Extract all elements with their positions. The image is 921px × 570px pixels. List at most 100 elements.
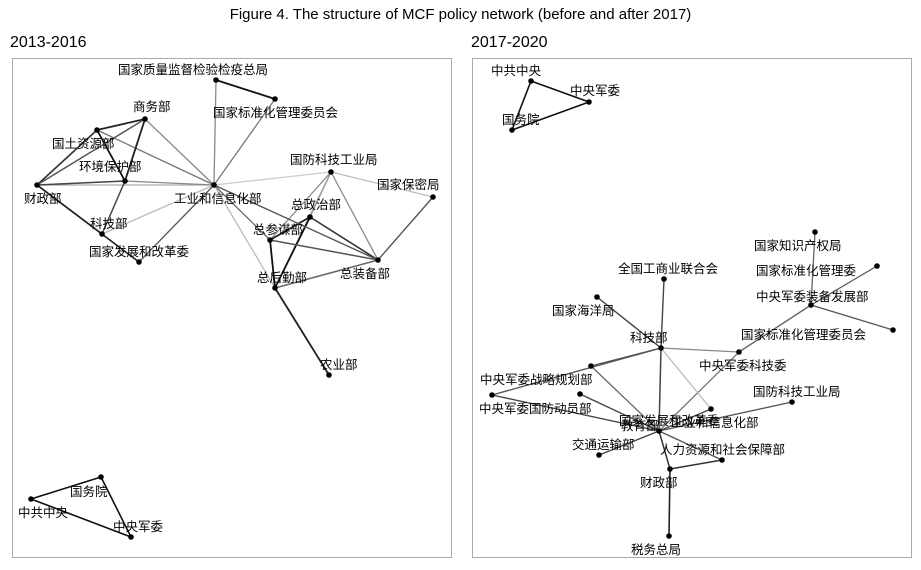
node-label-zzz: 总政治部 — [291, 197, 341, 212]
panel-title-after: 2017-2020 — [471, 34, 548, 51]
node-label-gfkj: 国防科技工业局 — [753, 384, 841, 399]
node-swb — [142, 116, 148, 122]
edge-fgw-gfkj — [658, 401, 793, 432]
node-label-bzh: 国家标准化管理委员会 — [213, 105, 339, 120]
node-bzh — [272, 96, 278, 102]
node-label-gfdy: 中央军委国防动员部 — [479, 401, 592, 416]
edge-zljj-bzh — [215, 79, 276, 100]
edge-czb-hjbh — [36, 180, 126, 186]
node-gfkj — [789, 399, 795, 405]
node-bmj — [430, 194, 436, 200]
edge-gfkj-gyxx — [213, 171, 332, 186]
edge-czb-fgw — [36, 184, 140, 263]
node-zcm — [267, 237, 273, 243]
node-jwkj — [736, 349, 742, 355]
node-label-zbfz: 中央军委装备发展部 — [756, 289, 869, 304]
node-label-zgzy: 中共中央 — [491, 63, 542, 78]
network-graph-after: 中共中央中央军委国务院国家知识产权局国家标准化管理委中央军委装备发展部国家标准化… — [479, 63, 896, 557]
edge-czb-swb — [36, 118, 146, 186]
edge-zyjw-gwy — [511, 101, 590, 131]
edge-zcm-zhq — [269, 239, 276, 289]
edge-zgzy-zyjw — [530, 80, 590, 103]
node-label-swb: 商务部 — [133, 99, 171, 114]
node-label-rlzy: 人力资源和社会保障部 — [660, 442, 785, 457]
node-zyjw — [586, 99, 592, 105]
edge-jwkj-kjb — [660, 347, 740, 353]
edge-kjb-hjbh — [101, 180, 126, 235]
before-nodes — [28, 77, 436, 540]
edge-zljj-gyxx — [213, 79, 217, 186]
node-swzj — [666, 533, 672, 539]
node-label-zhq: 总后勤部 — [257, 270, 307, 285]
node-label-hjbh: 环境保护部 — [79, 159, 142, 174]
edge-fgw-gyxx — [658, 408, 712, 432]
node-hyj — [594, 294, 600, 300]
node-label-jtys: 交通运输部 — [572, 437, 635, 452]
edge-zlgh-fgw — [590, 365, 660, 432]
edge-kjb-fgw — [658, 347, 662, 432]
edge-zzb-zhq — [274, 259, 379, 289]
after-labels: 中共中央中央军委国务院国家知识产权局国家标准化管理委中央军委装备发展部国家标准化… — [479, 63, 869, 557]
edge-fgw-czb — [658, 430, 671, 470]
node-label-jwkj: 中央军委科技委 — [699, 358, 787, 373]
edge-zzz-zcm — [269, 216, 311, 241]
node-gyxx — [211, 182, 217, 188]
node-label-bmj: 国家保密局 — [377, 177, 440, 192]
edge-czb-swzj — [668, 468, 671, 537]
node-label-gwy: 国务院 — [502, 112, 540, 127]
edge-kjb-gfdy — [491, 347, 662, 396]
panel-title-before: 2013-2016 — [10, 34, 87, 51]
network-panel-before: 国家质量监督检验检疫总局 国家标准化管理委员会 商务部 国土资源部 环境保护部 财政部 工业… — [12, 58, 452, 558]
node-zljj — [213, 77, 219, 83]
node-bzhy — [890, 327, 896, 333]
edge-gtzy-gyxx — [96, 129, 215, 186]
node-label-jyb: 教育部 — [621, 418, 659, 433]
node-label-bzhw: 国家标准化管理委 — [756, 263, 857, 278]
edge-gyxx-zzb — [213, 184, 379, 261]
edge-zcm-gyxx — [213, 184, 271, 241]
node-label-gsl: 全国工商业联合会 — [618, 261, 719, 276]
edge-zzz-zhq — [274, 216, 311, 289]
node-label-kjb: 科技部 — [630, 330, 668, 345]
node-label-gyxx: 工业和信息化部 — [671, 415, 759, 430]
edge-fgw-jyb — [579, 393, 660, 432]
edge-fgw-rlzy — [658, 430, 723, 461]
node-label-zyjw: 中央军委 — [570, 83, 621, 98]
edge-gfkj-zcm — [269, 171, 332, 241]
network-panel-after: 中共中央 中央军委 国务院 国家知识产权局 国家标准化管理委 中央军委装备发展部 国家标准化… — [472, 58, 912, 558]
node-nyb — [326, 372, 332, 378]
node-label-zljj: 国家质量监督检验检疫总局 — [118, 62, 268, 77]
edge-bzhy-zbfz — [810, 304, 894, 331]
node-zlgh — [588, 363, 594, 369]
edge-bzhw-zbfz — [810, 265, 878, 306]
edge-fgw-jtys — [598, 430, 660, 456]
node-label-zgzy: 中共中央 — [18, 505, 69, 520]
node-label-nyb: 农业部 — [320, 357, 358, 372]
edge-kjb-gyxx — [660, 347, 712, 410]
before-edges — [30, 79, 434, 538]
node-zbfz — [808, 302, 814, 308]
node-gfdy — [489, 392, 495, 398]
node-label-gwy: 国务院 — [70, 484, 108, 499]
node-label-fgw: 国家发展和改革委 — [619, 413, 720, 428]
node-bzhw — [874, 263, 880, 269]
node-zhq — [272, 285, 278, 291]
edge-gwy-zgzy — [30, 476, 102, 500]
node-label-zyjw: 中央军委 — [113, 519, 164, 534]
node-zyjw — [128, 534, 134, 540]
node-label-zzb: 总装备部 — [340, 266, 390, 281]
node-label-fgw: 国家发展和改革委 — [89, 244, 190, 259]
node-czb — [34, 182, 40, 188]
node-kjb — [99, 231, 105, 237]
edge-swb-gyxx — [144, 118, 215, 186]
edge-zgzy-gwy — [511, 80, 532, 131]
edge-zhq-gyxx — [213, 184, 276, 289]
node-jtys — [596, 452, 602, 458]
node-gyxx — [708, 406, 714, 412]
node-rlzy — [719, 457, 725, 463]
edge-gwy-zyjw — [100, 476, 132, 538]
edge-swb-hjbh — [124, 118, 146, 182]
node-zgzy — [528, 78, 534, 84]
